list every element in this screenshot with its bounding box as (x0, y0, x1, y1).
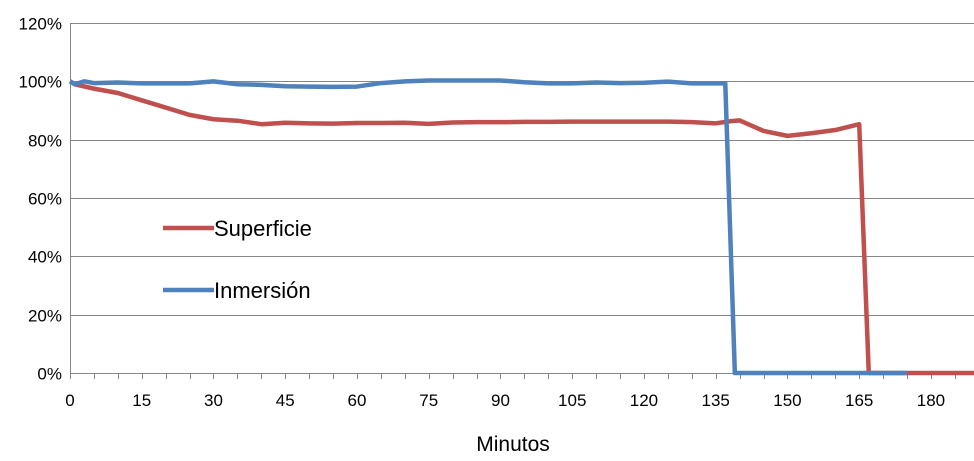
gridlines (70, 24, 974, 316)
legend: Superficie Inmersión (163, 216, 312, 303)
x-tick-label: 105 (558, 391, 586, 410)
x-tick-label: 45 (276, 391, 295, 410)
y-tick-label: 40% (28, 248, 62, 267)
y-tick-label: 80% (28, 132, 62, 151)
x-tick-label: 15 (132, 391, 151, 410)
y-tick-label: 60% (28, 190, 62, 209)
x-tick-label: 75 (419, 391, 438, 410)
x-tick-label: 135 (702, 391, 730, 410)
x-tick-label: 90 (491, 391, 510, 410)
x-tick-label: 60 (348, 391, 367, 410)
x-tick-label: 30 (204, 391, 223, 410)
axes: 0% 20% 40% 60% 80% 100% 120% 0 15 30 45 60 75 90 105 12… (19, 15, 974, 411)
y-tick-label: 120% (19, 15, 62, 34)
legend-label: Superficie (214, 216, 312, 241)
y-tick-label: 0% (37, 365, 62, 384)
x-tick-label: 0 (65, 391, 74, 410)
y-tick-label: 20% (28, 307, 62, 326)
x-tick-label: 150 (773, 391, 801, 410)
legend-label: Inmersión (214, 278, 311, 303)
x-tick-label: 120 (630, 391, 658, 410)
x-tick-label: 165 (845, 391, 873, 410)
y-tick-label: 100% (19, 73, 62, 92)
x-tick-label: 180 (917, 391, 945, 410)
x-axis-title: Minutos (476, 433, 550, 456)
